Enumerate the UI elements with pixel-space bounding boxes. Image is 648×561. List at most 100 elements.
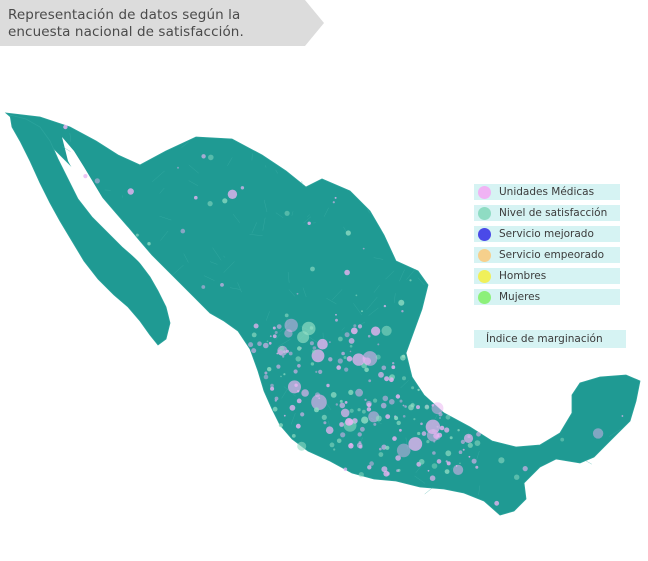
map-marker: [364, 367, 369, 373]
municipal-border-line: [181, 141, 190, 148]
map-marker: [274, 331, 278, 334]
map-marker: [318, 369, 323, 374]
map-marker: [476, 431, 481, 437]
map-marker: [201, 154, 206, 159]
map-marker: [445, 460, 448, 463]
map-markers: [63, 124, 624, 506]
map-marker: [427, 469, 430, 472]
map-marker: [355, 388, 363, 397]
map-marker: [388, 376, 392, 379]
legend-item-servicio-empeorado[interactable]: Servicio empeorado: [474, 247, 620, 263]
map-marker: [425, 419, 441, 434]
municipal-border-line: [290, 413, 296, 425]
map-marker: [467, 442, 473, 448]
map-marker: [291, 434, 296, 438]
map-marker: [444, 469, 450, 474]
map-marker: [352, 353, 365, 366]
municipal-border-line: [353, 303, 363, 316]
map-marker: [317, 338, 328, 350]
municipal-border-line: [159, 215, 172, 221]
map-marker: [514, 474, 520, 480]
map-marker: [369, 461, 374, 466]
page-title: Representación de datos según la encuest…: [8, 7, 244, 40]
map-marker: [346, 356, 353, 362]
map-marker: [429, 475, 436, 482]
map-marker: [296, 292, 299, 295]
map-marker: [227, 189, 238, 199]
map-marker: [378, 371, 384, 378]
map-marker: [367, 334, 371, 338]
map-marker: [358, 472, 364, 478]
municipal-border-line: [609, 429, 621, 437]
map-marker: [396, 469, 399, 472]
legend-label: Servicio mejorado: [499, 228, 594, 240]
map-svg[interactable]: [0, 95, 648, 545]
map-marker: [269, 335, 272, 338]
municipal-border-line: [341, 327, 345, 331]
municipal-border-line: [415, 463, 423, 473]
indice-marginacion-button[interactable]: Índice de marginación: [474, 330, 626, 348]
map-baja-california[interactable]: [9, 114, 171, 346]
map-marker: [325, 426, 334, 435]
title-banner-shape: [0, 0, 324, 46]
map-marker: [445, 450, 452, 457]
map-marker: [314, 407, 319, 413]
municipal-border-line: [237, 282, 242, 293]
map-marker: [276, 364, 281, 369]
mexico-map[interactable]: [0, 95, 648, 545]
map-marker: [360, 426, 365, 432]
map-marker: [282, 355, 285, 358]
map-marker: [363, 356, 366, 360]
map-marker: [401, 310, 404, 313]
map-marker: [266, 340, 269, 343]
map-marker: [417, 431, 421, 436]
map-marker: [297, 390, 300, 393]
map-marker: [63, 124, 68, 130]
map-marker: [371, 326, 381, 336]
map-marker: [297, 346, 302, 351]
municipal-border-line: [405, 437, 408, 449]
map-mainland[interactable]: [4, 112, 641, 516]
map-marker: [348, 389, 354, 395]
map-marker: [333, 448, 336, 451]
map-marker: [364, 398, 367, 401]
map-marker: [263, 374, 269, 380]
municipal-border-line: [302, 287, 307, 298]
map-marker: [392, 362, 395, 365]
map-marker: [248, 342, 254, 348]
gulf-of-california: [62, 137, 150, 271]
municipal-border-line: [451, 464, 456, 470]
map-marker: [367, 465, 372, 470]
map-marker: [361, 416, 369, 424]
legend-item-nivel-satisfaccion[interactable]: Nivel de satisfacción: [474, 205, 620, 221]
map-marker: [356, 442, 363, 449]
map-marker: [348, 443, 354, 449]
municipal-border-line: [251, 222, 257, 234]
municipal-border-line: [249, 234, 263, 236]
municipal-border-line: [203, 275, 215, 281]
map-marker: [344, 269, 350, 276]
legend-item-servicio-mejorado[interactable]: Servicio mejorado: [474, 226, 620, 242]
legend-item-hombres[interactable]: Hombres: [474, 268, 620, 284]
map-marker: [366, 400, 372, 407]
municipal-border-line: [332, 289, 343, 300]
map-marker: [251, 348, 257, 354]
map-marker: [288, 380, 301, 394]
map-marker: [336, 365, 342, 370]
map-marker: [280, 375, 282, 378]
map-marker: [424, 404, 430, 410]
municipal-border-line: [188, 164, 199, 174]
map-marker: [384, 376, 390, 382]
municipal-border-line: [281, 387, 289, 399]
municipal-border-line: [400, 380, 409, 389]
map-marker: [349, 408, 354, 413]
map-marker: [494, 500, 500, 506]
title-banner: Representación de datos según la encuest…: [0, 0, 324, 46]
legend-item-unidades-medicas[interactable]: Unidades Médicas: [474, 184, 620, 200]
map-marker: [253, 323, 259, 329]
map-marker: [321, 414, 327, 420]
map-marker: [402, 415, 406, 418]
municipal-border-line: [394, 293, 396, 303]
legend-item-mujeres[interactable]: Mujeres: [474, 289, 620, 305]
map-marker: [307, 221, 311, 225]
